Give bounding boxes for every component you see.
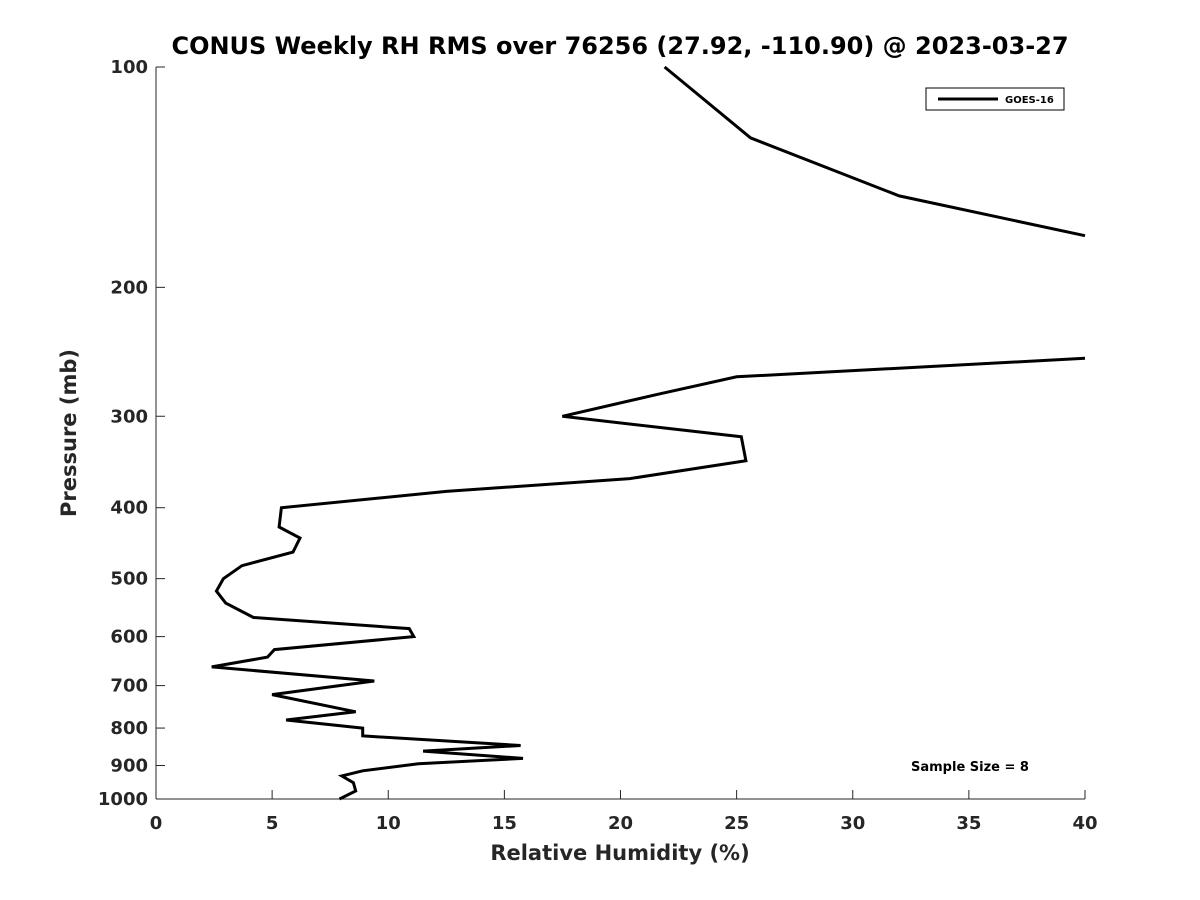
y-axis-label: Pressure (mb) xyxy=(57,349,81,517)
y-tick-label: 800 xyxy=(110,718,148,739)
x-tick-label: 35 xyxy=(956,813,981,834)
y-tick-label: 1000 xyxy=(98,789,148,810)
legend: GOES-16 xyxy=(925,87,1065,111)
sample-size-annotation: Sample Size = 8 xyxy=(911,760,1029,775)
x-tick-label: 5 xyxy=(266,813,279,834)
y-tick-label: 200 xyxy=(110,277,148,298)
x-axis-label: Relative Humidity (%) xyxy=(490,841,749,865)
y-tick-label: 100 xyxy=(110,57,148,78)
series-line-goes-16 xyxy=(663,65,1086,238)
legend-label: GOES-16 xyxy=(1005,95,1054,106)
x-tick-label: 30 xyxy=(840,813,865,834)
chart-title: CONUS Weekly RH RMS over 76256 (27.92, -… xyxy=(171,32,1068,60)
y-tick-label: 700 xyxy=(110,676,148,697)
y-tick-label: 600 xyxy=(110,627,148,648)
y-axis-ticks: 100 200 300 400 500 600 700 800 900 1000 xyxy=(98,57,165,810)
y-tick-label: 300 xyxy=(110,406,148,427)
y-tick-label: 500 xyxy=(110,569,148,590)
y-tick-label: 400 xyxy=(110,498,148,519)
series-layer xyxy=(211,65,1086,801)
x-tick-label: 15 xyxy=(492,813,517,834)
plot-area xyxy=(156,67,1085,799)
y-tick-label: 900 xyxy=(110,756,148,777)
series-line-goes-16 xyxy=(211,356,1086,801)
x-axis-ticks: 0 5 10 15 20 25 30 35 40 xyxy=(150,790,1098,834)
x-tick-label: 40 xyxy=(1072,813,1097,834)
x-tick-label: 25 xyxy=(724,813,749,834)
x-tick-label: 0 xyxy=(150,813,163,834)
x-tick-label: 10 xyxy=(376,813,401,834)
x-tick-label: 20 xyxy=(608,813,633,834)
